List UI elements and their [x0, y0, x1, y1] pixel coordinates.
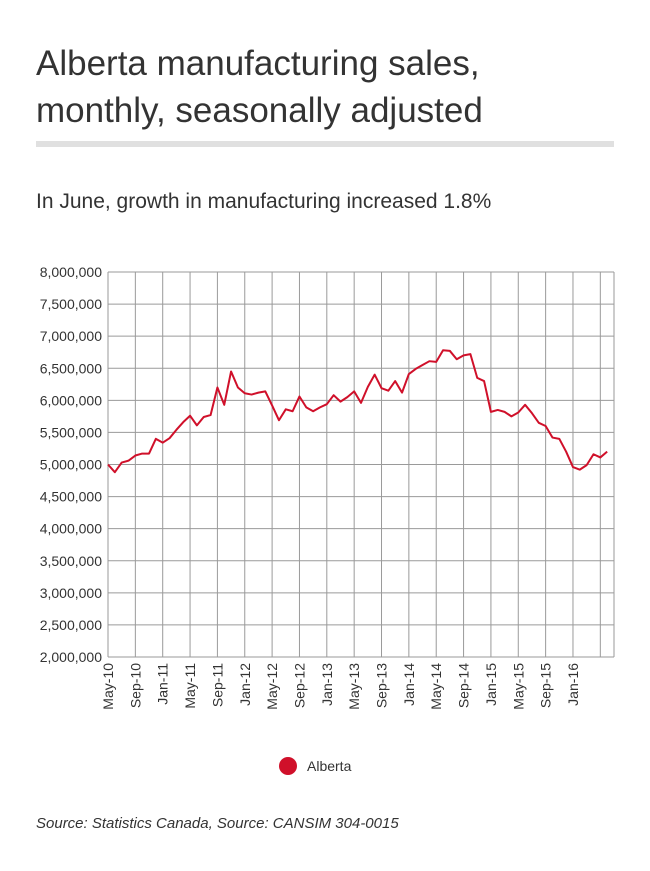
y-tick-label: 5,000,000 — [40, 457, 102, 473]
line-chart: 2,000,000 2,500,000 3,000,000 3,500,000 4,00… — [40, 264, 615, 775]
x-tick-label: Jan-13 — [319, 663, 335, 706]
chart-title: Alberta manufacturing sales, monthly, se… — [36, 40, 626, 134]
y-tick-label: 2,000,000 — [40, 649, 102, 665]
y-tick-label: 6,000,000 — [40, 392, 102, 408]
y-tick-label: 3,500,000 — [40, 553, 102, 569]
x-tick-label: Sep-12 — [291, 663, 307, 708]
x-tick-label: May-10 — [100, 663, 116, 710]
y-tick-label: 3,000,000 — [40, 585, 102, 601]
chart-title-line-2: monthly, seasonally adjusted — [36, 91, 483, 130]
x-tick-label: May-11 — [182, 663, 198, 709]
y-tick-label: 4,500,000 — [40, 489, 102, 505]
legend-label-alberta: Alberta — [307, 758, 352, 774]
legend: Alberta — [279, 757, 352, 775]
legend-marker-alberta — [279, 757, 297, 775]
x-axis-tick-labels: May-10 Sep-10 Jan-11 May-11 Sep-11 Jan-12 May-… — [100, 663, 581, 710]
y-tick-label: 5,500,000 — [40, 424, 102, 440]
source-note: Source: Statistics Canada, Source: CANSI… — [36, 815, 399, 832]
x-tick-label: Jan-15 — [483, 663, 499, 706]
x-tick-label: Jan-12 — [237, 663, 253, 706]
chart-title-line-1: Alberta manufacturing sales, — [36, 44, 480, 83]
x-tick-label: Jan-14 — [401, 663, 417, 706]
x-tick-label: Sep-15 — [538, 663, 554, 708]
x-tick-label: Jan-11 — [155, 663, 171, 705]
x-tick-label: May-15 — [510, 663, 526, 710]
chart-subtitle: In June, growth in manufacturing increas… — [36, 190, 492, 213]
x-tick-label: May-13 — [346, 663, 362, 710]
x-tick-label: May-14 — [428, 663, 444, 710]
y-tick-label: 2,500,000 — [40, 617, 102, 633]
y-tick-label: 7,000,000 — [40, 328, 102, 344]
grid-lines — [107, 271, 615, 658]
y-tick-label: 7,500,000 — [40, 296, 102, 312]
y-tick-label: 6,500,000 — [40, 360, 102, 376]
y-tick-label: 4,000,000 — [40, 521, 102, 537]
x-tick-label: May-12 — [264, 663, 280, 710]
x-tick-label: Sep-14 — [456, 663, 472, 708]
x-tick-label: Sep-10 — [127, 663, 143, 708]
x-tick-label: Jan-16 — [565, 663, 581, 706]
x-tick-label: Sep-13 — [374, 663, 390, 708]
series-line-alberta — [107, 349, 608, 474]
x-tick-label: Sep-11 — [209, 663, 225, 707]
y-axis-tick-labels: 2,000,000 2,500,000 3,000,000 3,500,000 4,00… — [40, 264, 102, 665]
title-divider — [36, 141, 614, 147]
y-tick-label: 8,000,000 — [40, 264, 102, 280]
